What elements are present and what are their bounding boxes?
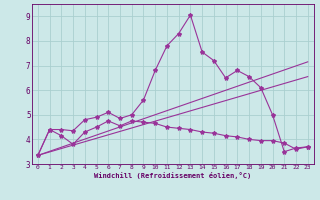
X-axis label: Windchill (Refroidissement éolien,°C): Windchill (Refroidissement éolien,°C) [94, 172, 252, 179]
